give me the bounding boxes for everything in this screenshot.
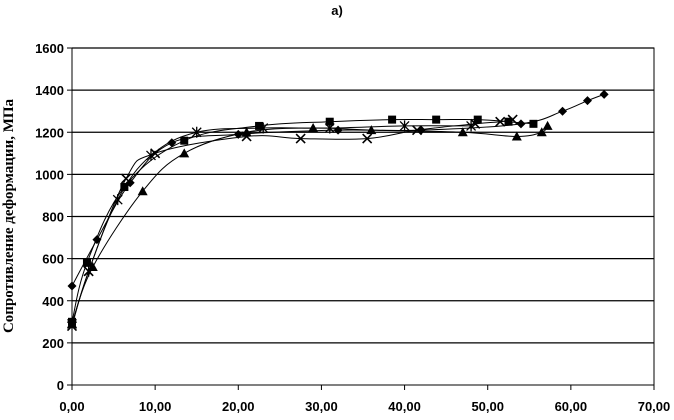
series-group — [66, 89, 609, 332]
y-tick-label: 0 — [57, 378, 64, 393]
y-tick-label: 1400 — [35, 83, 64, 98]
plot-border — [71, 47, 655, 386]
data-point — [308, 123, 319, 133]
data-point — [558, 106, 568, 116]
x-tick-label: 50,00 — [471, 399, 504, 414]
data-point — [432, 115, 441, 124]
data-point — [599, 89, 609, 99]
data-point — [179, 148, 190, 158]
data-point — [507, 114, 518, 125]
y-tick-label: 1200 — [35, 125, 64, 140]
data-point — [325, 117, 334, 126]
data-point — [504, 117, 513, 126]
y-tick-label: 600 — [42, 252, 64, 267]
data-point — [137, 186, 148, 196]
data-point — [511, 131, 522, 141]
data-point — [146, 149, 156, 161]
data-point — [255, 121, 264, 130]
series-line — [71, 118, 534, 322]
data-point — [82, 258, 91, 267]
y-tick-labels: 0 200 400 600 800 1000 1200 1400 1600 — [35, 41, 64, 393]
series-line — [71, 125, 472, 325]
data-point — [516, 119, 526, 129]
data-point — [457, 127, 468, 137]
y-tick-label: 1600 — [35, 41, 64, 56]
data-point — [83, 265, 94, 277]
y-tick-label: 400 — [42, 294, 64, 309]
data-point — [366, 125, 377, 135]
x-tick-label: 40,00 — [388, 399, 421, 414]
data-point — [473, 115, 482, 124]
data-point — [582, 96, 592, 106]
y-tick-label: 800 — [42, 210, 64, 225]
data-point — [529, 119, 538, 128]
data-point — [399, 120, 410, 132]
data-point — [120, 173, 132, 184]
y-axis-label: Сопротивление деформации, МПа — [1, 98, 17, 333]
chart-title: а) — [331, 3, 343, 18]
data-point — [388, 115, 397, 124]
series-5 — [67, 120, 477, 330]
x-tick-label: 0,00 — [59, 399, 84, 414]
y-tick-label: 1000 — [35, 167, 64, 182]
data-point — [241, 131, 252, 142]
data-point — [324, 122, 335, 134]
data-point — [466, 120, 477, 132]
data-point — [67, 318, 77, 330]
x-tick-labels: 0,00 10,00 20,00 30,00 40,00 50,00 60,00 70,00 — [59, 399, 670, 414]
data-point — [495, 116, 506, 127]
axes — [67, 47, 655, 390]
data-point — [536, 127, 547, 137]
x-tick-label: 30,00 — [305, 399, 338, 414]
y-tick-label: 200 — [42, 336, 64, 351]
data-point — [295, 133, 306, 144]
series-line — [71, 119, 513, 327]
data-point — [67, 281, 77, 291]
x-tick-label: 20,00 — [222, 399, 255, 414]
data-point — [112, 194, 123, 206]
data-point — [411, 125, 423, 136]
data-point — [258, 122, 269, 134]
data-point — [180, 136, 189, 145]
x-tick-label: 10,00 — [139, 399, 172, 414]
x-tick-label: 70,00 — [638, 399, 671, 414]
data-point — [542, 120, 553, 130]
x-tick-label: 60,00 — [555, 399, 588, 414]
data-point — [362, 133, 373, 144]
data-point — [191, 126, 202, 138]
data-point — [167, 138, 177, 148]
